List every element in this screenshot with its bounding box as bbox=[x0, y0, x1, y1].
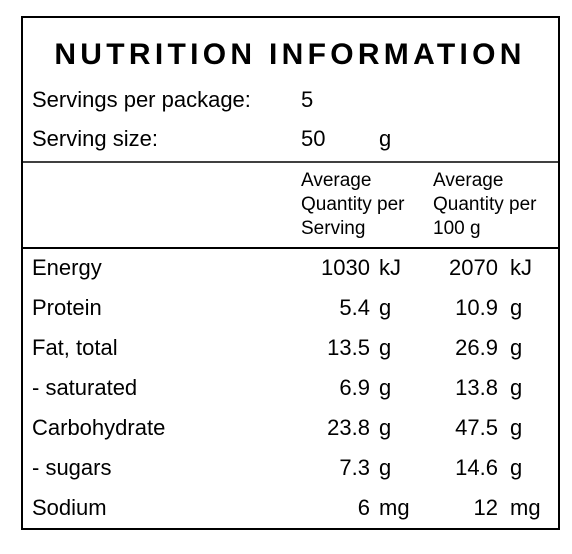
nutrient-name: Carbohydrate bbox=[32, 415, 165, 440]
per-100g-value: 12 bbox=[474, 495, 498, 520]
column-header: Serving bbox=[301, 218, 365, 239]
per-100g-unit: g bbox=[510, 295, 522, 320]
column-header: Average bbox=[301, 170, 371, 191]
nutrient-name: Protein bbox=[32, 295, 102, 320]
per-100g-value: 13.8 bbox=[455, 375, 498, 400]
servings-value: 5 bbox=[301, 87, 313, 112]
per-100g-unit: kJ bbox=[510, 255, 532, 280]
nutrient-name: - sugars bbox=[32, 455, 111, 480]
per-serving-value: 13.5 bbox=[327, 335, 370, 360]
per-serving-unit: g bbox=[379, 415, 391, 440]
per-100g-unit: g bbox=[510, 375, 522, 400]
column-header: Average bbox=[433, 170, 503, 191]
panel-title: NUTRITION INFORMATION bbox=[54, 38, 525, 71]
per-serving-value: 6.9 bbox=[339, 375, 370, 400]
nutrient-name: - saturated bbox=[32, 375, 137, 400]
per-serving-unit: g bbox=[379, 335, 391, 360]
per-serving-unit: g bbox=[379, 455, 391, 480]
per-100g-value: 10.9 bbox=[455, 295, 498, 320]
per-serving-value: 6 bbox=[358, 495, 370, 520]
nutrient-name: Sodium bbox=[32, 495, 107, 520]
per-serving-value: 5.4 bbox=[339, 295, 370, 320]
column-header: Quantity per bbox=[301, 194, 405, 215]
per-100g-unit: mg bbox=[510, 495, 541, 520]
serving-size-unit: g bbox=[379, 126, 391, 151]
serving-size-label: Serving size: bbox=[32, 126, 158, 151]
per-serving-value: 1030 bbox=[321, 255, 370, 280]
per-serving-unit: g bbox=[379, 375, 391, 400]
per-serving-unit: mg bbox=[379, 495, 410, 520]
per-100g-value: 47.5 bbox=[455, 415, 498, 440]
per-100g-value: 2070 bbox=[449, 255, 498, 280]
per-100g-value: 14.6 bbox=[455, 455, 498, 480]
per-serving-value: 23.8 bbox=[327, 415, 370, 440]
column-header: Quantity per bbox=[433, 194, 537, 215]
per-100g-value: 26.9 bbox=[455, 335, 498, 360]
per-serving-unit: g bbox=[379, 295, 391, 320]
nutrient-name: Fat, total bbox=[32, 335, 118, 360]
serving-size-value: 50 bbox=[301, 126, 325, 151]
column-header: 100 g bbox=[433, 218, 481, 239]
per-serving-unit: kJ bbox=[379, 255, 401, 280]
per-serving-value: 7.3 bbox=[339, 455, 370, 480]
per-100g-unit: g bbox=[510, 455, 522, 480]
per-100g-unit: g bbox=[510, 415, 522, 440]
per-100g-unit: g bbox=[510, 335, 522, 360]
panel-border bbox=[21, 16, 560, 530]
servings-label: Servings per package: bbox=[32, 87, 251, 112]
nutrient-name: Energy bbox=[32, 255, 102, 280]
